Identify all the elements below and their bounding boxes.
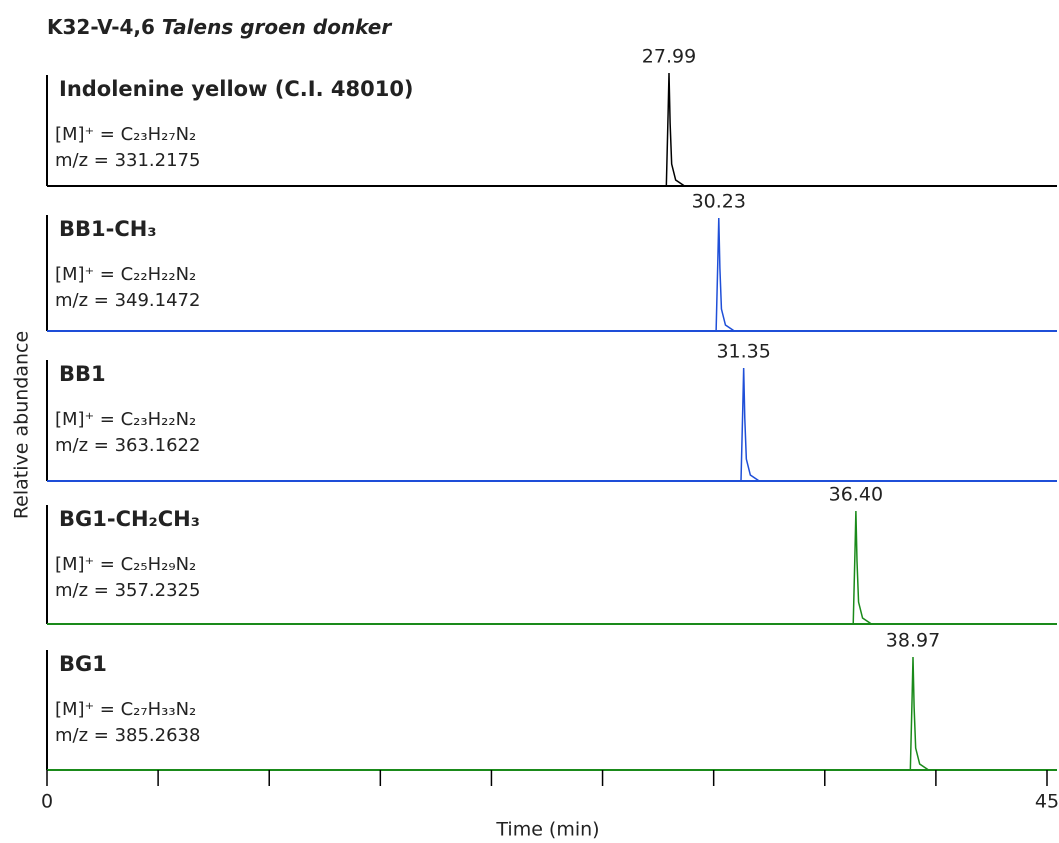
formula: [M]⁺ = C₂₇H₃₃N₂ bbox=[55, 699, 196, 720]
peak-label: 31.35 bbox=[716, 341, 770, 363]
x-tick-label: 0 bbox=[41, 791, 53, 813]
title-main: K32-V-4,6 bbox=[47, 15, 155, 39]
formula: [M]⁺ = C₂₃H₂₂N₂ bbox=[55, 409, 196, 430]
formula: [M]⁺ = C₂₂H₂₂N₂ bbox=[55, 264, 196, 285]
y-axis-label: Relative abundance bbox=[11, 331, 33, 519]
peak-label: 38.97 bbox=[886, 630, 940, 652]
formula: [M]⁺ = C₂₅H₂₉N₂ bbox=[55, 554, 196, 575]
mz: m/z = 357.2325 bbox=[55, 580, 200, 601]
compound-name: Indolenine yellow (C.I. 48010) bbox=[59, 77, 414, 101]
compound-name: BB1 bbox=[59, 362, 106, 386]
title-italic: Talens groen donker bbox=[162, 15, 392, 39]
peak-label: 30.23 bbox=[692, 191, 746, 213]
peak-label: 27.99 bbox=[642, 46, 696, 68]
mz: m/z = 349.1472 bbox=[55, 290, 200, 311]
peak-trace bbox=[47, 510, 872, 625]
chart-title: K32-V-4,6 Talens groen donker bbox=[47, 15, 392, 39]
compound-name: BB1-CH₃ bbox=[59, 217, 157, 241]
formula: [M]⁺ = C₂₃H₂₇N₂ bbox=[55, 124, 196, 145]
mz: m/z = 363.1622 bbox=[55, 435, 200, 456]
compound-name: BG1 bbox=[59, 652, 107, 676]
x-axis-label: Time (min) bbox=[495, 819, 599, 841]
compound-name: BG1-CH₂CH₃ bbox=[59, 507, 200, 531]
mz: m/z = 385.2638 bbox=[55, 725, 200, 746]
x-tick-label: 45 bbox=[1035, 791, 1059, 813]
peak-trace bbox=[47, 72, 685, 187]
peak-label: 36.40 bbox=[829, 484, 883, 506]
peak-trace bbox=[47, 656, 929, 771]
peak-trace bbox=[47, 367, 760, 482]
mz: m/z = 331.2175 bbox=[55, 150, 200, 171]
peak-trace bbox=[47, 217, 735, 332]
